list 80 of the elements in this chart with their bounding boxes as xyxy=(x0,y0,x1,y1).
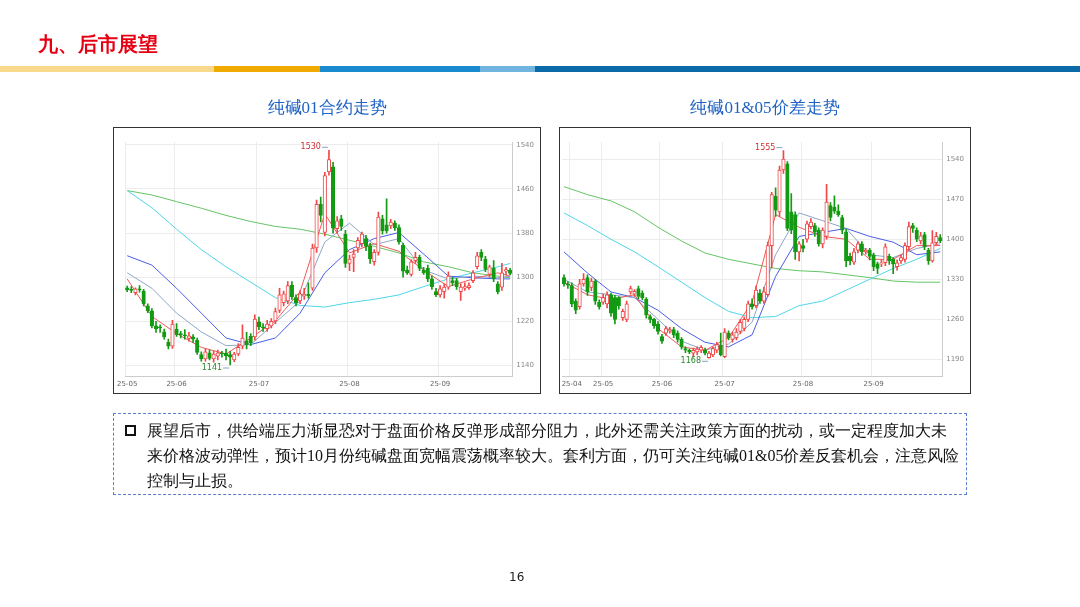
candlestick xyxy=(624,300,629,322)
candlestick xyxy=(930,230,935,263)
candlestick xyxy=(479,249,484,262)
candlestick xyxy=(339,215,344,231)
candlestick xyxy=(248,333,253,347)
candlestick xyxy=(832,195,837,214)
candlestick xyxy=(620,308,625,321)
candlestick xyxy=(417,254,422,271)
candlestick xyxy=(675,330,680,343)
candlestick xyxy=(585,274,590,296)
candlestick xyxy=(170,319,175,349)
candlestick xyxy=(879,259,884,268)
candlestick xyxy=(137,285,142,293)
candlestick xyxy=(380,215,385,235)
candlestick xyxy=(487,264,492,278)
annotation: 1141 xyxy=(201,363,223,373)
candlestick xyxy=(240,324,245,350)
text: 展望后市，供给端压力渐显恐对于盘面价格反弹形成部分阻力，此外还需关注政策方面的扰动，或一定程度加大未来价格波动弹性，预计10月份纯碱盘面宽幅震荡概率较大。套利方面，仍可关注纯碱01&05价差反套机会，注意风险控制与止损。 xyxy=(147,421,960,491)
candlestick xyxy=(781,150,786,174)
candlestick xyxy=(671,327,676,339)
chart-title: 纯碱01&05价差走势 xyxy=(689,97,841,119)
candlestick xyxy=(722,328,727,359)
candlestick xyxy=(589,277,594,292)
candlestick xyxy=(182,329,187,340)
candlestick xyxy=(785,161,790,232)
candlestick xyxy=(285,281,290,305)
text: 16 xyxy=(509,570,525,584)
candlestick xyxy=(730,331,735,343)
candlestick xyxy=(828,202,833,222)
candlestick xyxy=(351,249,356,273)
text: 九、后市展望 xyxy=(38,32,158,57)
candlestick xyxy=(306,282,311,299)
candlestick xyxy=(922,232,927,250)
candlestick xyxy=(871,252,876,272)
candlestick xyxy=(219,350,224,358)
candlestick xyxy=(318,196,323,223)
candlestick xyxy=(158,324,163,333)
candlestick xyxy=(281,290,286,307)
candlestick xyxy=(310,243,315,291)
annotation: 1168 xyxy=(680,356,701,366)
candlestick xyxy=(569,282,574,308)
candlestick xyxy=(679,337,684,350)
candlestick xyxy=(726,330,731,341)
candlestick xyxy=(450,276,455,286)
candlestick xyxy=(824,184,829,240)
candlestick xyxy=(215,349,220,361)
candlestick xyxy=(454,278,459,290)
candlestick xyxy=(926,248,931,265)
candlestick xyxy=(166,338,171,350)
candlestick xyxy=(491,260,496,282)
candlestick xyxy=(236,343,241,356)
candlestick xyxy=(483,255,488,273)
candlestick xyxy=(777,165,782,217)
annotation: 1555 xyxy=(755,142,776,152)
candlestick xyxy=(244,332,249,350)
candlestick xyxy=(593,279,598,305)
chart-title: 纯碱01合约走势 xyxy=(266,97,388,119)
candlestick xyxy=(314,199,319,253)
candlestick xyxy=(302,287,307,300)
candlestick xyxy=(273,307,278,324)
candlestick xyxy=(632,289,637,297)
candlestick xyxy=(376,211,381,256)
candlestick xyxy=(384,198,389,234)
candlestick xyxy=(207,349,212,361)
candlestick xyxy=(343,229,348,268)
candlestick xyxy=(409,259,414,277)
candlestick xyxy=(277,287,282,313)
candlestick xyxy=(683,346,688,353)
candlestick xyxy=(446,271,451,290)
candlestick xyxy=(581,273,586,287)
candlestick xyxy=(644,297,649,319)
candlestick xyxy=(738,319,743,335)
candlestick xyxy=(372,249,377,266)
candlestick xyxy=(914,227,919,242)
candlestick xyxy=(203,348,208,362)
annotation: 1530 xyxy=(300,142,321,152)
candlestick xyxy=(636,285,641,300)
candlestick xyxy=(883,243,888,266)
candlestick xyxy=(347,254,352,271)
candlestick xyxy=(413,252,418,264)
